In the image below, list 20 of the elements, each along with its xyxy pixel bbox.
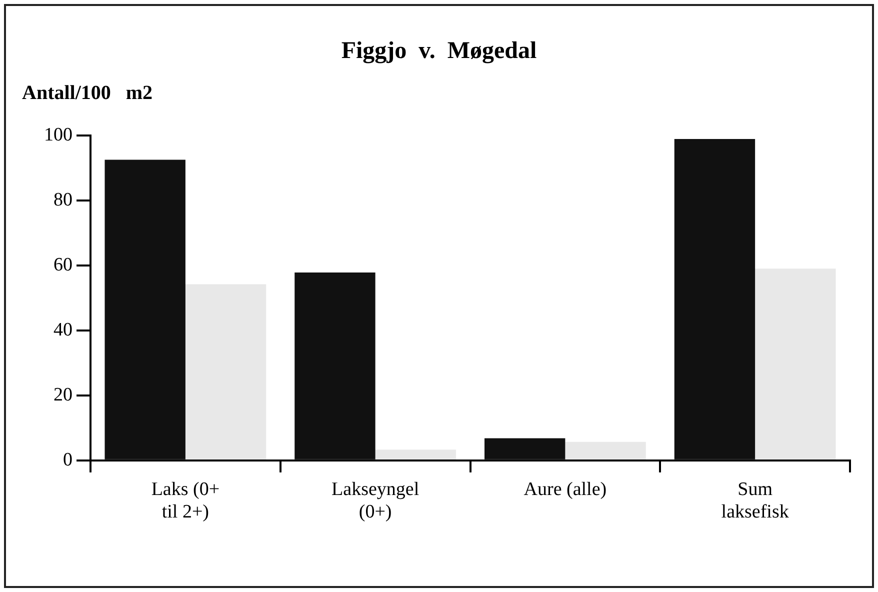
bar <box>294 272 376 460</box>
x-tick-label: Laks (0+ til 2+) <box>151 478 220 523</box>
x-tick-label: Aure (alle) <box>524 478 607 500</box>
y-tick-label: 0 <box>63 449 72 470</box>
bar <box>104 160 186 460</box>
chart-title: Figgjo v. Møgedal <box>340 38 538 65</box>
bar <box>484 438 566 460</box>
y-tick-label: 20 <box>54 384 72 406</box>
bar <box>565 442 646 460</box>
bar <box>185 284 266 460</box>
y-tick-label: 40 <box>54 319 72 340</box>
x-tick-label: Sum laksefisk <box>721 478 790 523</box>
bar <box>375 450 456 460</box>
bar <box>674 138 756 460</box>
y-tick-label: 100 <box>44 124 72 146</box>
y-tick-label: 80 <box>54 189 72 210</box>
bar <box>755 268 836 460</box>
x-tick-label: Lakseyngel (0+) <box>332 478 420 523</box>
y-tick-label: 60 <box>54 254 72 276</box>
y-axis-title: Antall/100 m2 <box>22 82 153 105</box>
